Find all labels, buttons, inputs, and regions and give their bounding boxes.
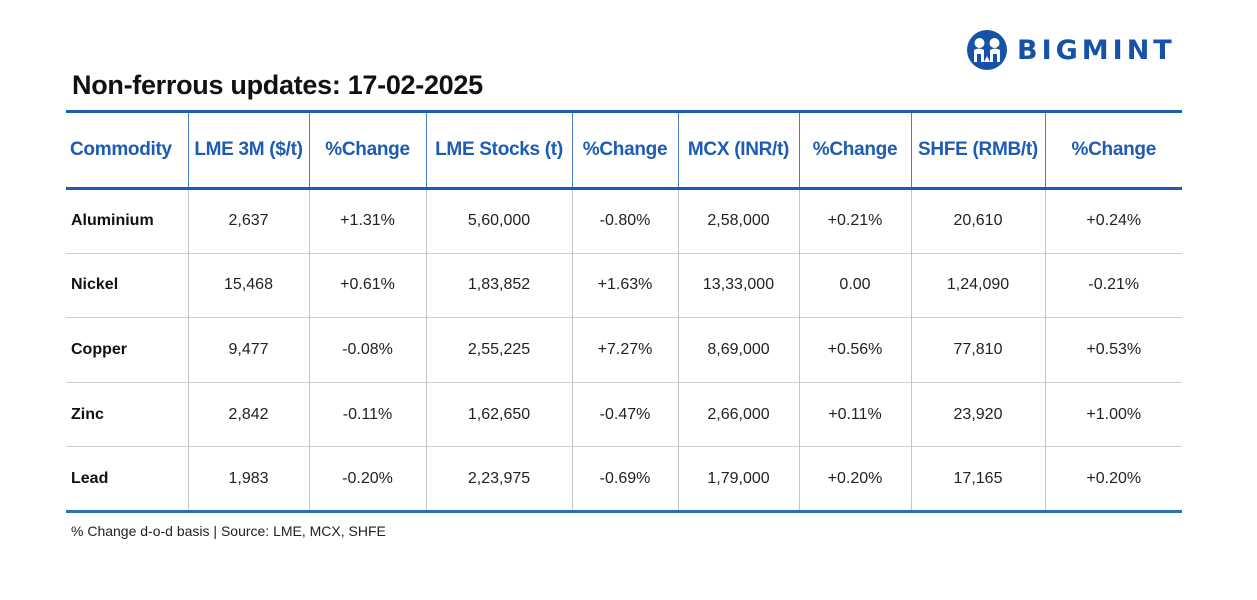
page-title: Non-ferrous updates: 17-02-2025 bbox=[72, 70, 483, 100]
cell-lme-stocks: 1,62,650 bbox=[425, 382, 572, 447]
cell-mcx: 8,69,000 bbox=[677, 317, 799, 383]
header-lme-3m-change: %Change bbox=[308, 111, 426, 189]
cell-shfe-change: +0.20% bbox=[1044, 446, 1182, 512]
cell-shfe-change: +0.53% bbox=[1044, 317, 1182, 383]
cell-commodity: Aluminium bbox=[71, 212, 154, 230]
cell-commodity: Nickel bbox=[71, 276, 119, 294]
cell-mcx: 1,79,000 bbox=[677, 446, 799, 512]
header-lme-stocks-change: %Change bbox=[571, 111, 678, 189]
cell-lme-3m-change: +1.31% bbox=[308, 188, 426, 254]
cell-lme-3m: 15,468 bbox=[187, 253, 309, 318]
table-header-row: Commodity LME 3M ($/t) %Change LME Stock… bbox=[66, 111, 1182, 189]
header-shfe-change: %Change bbox=[1044, 111, 1182, 189]
cell-lme-stocks-change: -0.47% bbox=[571, 382, 678, 447]
cell-lme-stocks-change: -0.80% bbox=[571, 188, 678, 254]
cell-shfe: 77,810 bbox=[910, 317, 1045, 383]
table-row: Zinc 2,842 -0.11% 1,62,650 -0.47% 2,66,000 +0.… bbox=[66, 382, 1182, 447]
cell-shfe: 1,24,090 bbox=[910, 253, 1045, 318]
cell-lme-stocks-change: +1.63% bbox=[571, 253, 678, 318]
table-row: Aluminium 2,637 +1.31% 5,60,000 -0.80% 2,58,0… bbox=[66, 188, 1182, 254]
cell-lme-stocks: 2,23,975 bbox=[425, 446, 572, 512]
header-mcx: MCX (INR/t) bbox=[677, 111, 799, 189]
cell-mcx-change: +0.56% bbox=[798, 317, 911, 383]
bigmint-logo-icon bbox=[967, 30, 1007, 70]
cell-lme-stocks: 5,60,000 bbox=[425, 188, 572, 254]
cell-commodity: Copper bbox=[71, 340, 127, 358]
cell-lme-3m-change: -0.08% bbox=[308, 317, 426, 383]
table-row: Lead 1,983 -0.20% 2,23,975 -0.69% 1,79,000 +0.… bbox=[66, 446, 1182, 512]
cell-shfe: 20,610 bbox=[910, 188, 1045, 254]
cell-shfe-change: +0.24% bbox=[1044, 188, 1182, 254]
cell-mcx: 13,33,000 bbox=[677, 253, 799, 318]
cell-shfe-change: -0.21% bbox=[1044, 253, 1182, 318]
cell-lme-3m: 2,637 bbox=[187, 188, 309, 254]
cell-lme-stocks-change: -0.69% bbox=[571, 446, 678, 512]
cell-mcx: 2,58,000 bbox=[677, 188, 799, 254]
cell-shfe: 23,920 bbox=[910, 382, 1045, 447]
cell-mcx-change: +0.20% bbox=[798, 446, 911, 512]
cell-mcx: 2,66,000 bbox=[677, 382, 799, 447]
cell-lme-stocks-change: +7.27% bbox=[571, 317, 678, 383]
cell-lme-stocks: 2,55,225 bbox=[425, 317, 572, 383]
table-row: Nickel 15,468 +0.61% 1,83,852 +1.63% 13,33,00… bbox=[66, 253, 1182, 318]
cell-mcx-change: +0.21% bbox=[798, 188, 911, 254]
nonferrous-prices-table: Commodity LME 3M ($/t) %Change LME Stock… bbox=[66, 110, 1182, 513]
header-lme-3m: LME 3M ($/t) bbox=[187, 111, 309, 189]
cell-lme-3m: 1,983 bbox=[187, 446, 309, 512]
cell-mcx-change: +0.11% bbox=[798, 382, 911, 447]
header-mcx-change: %Change bbox=[798, 111, 911, 189]
cell-lme-3m: 2,842 bbox=[187, 382, 309, 447]
header-commodity: Commodity bbox=[70, 139, 172, 160]
cell-lme-3m-change: -0.20% bbox=[308, 446, 426, 512]
cell-commodity: Zinc bbox=[71, 405, 104, 423]
cell-mcx-change: 0.00 bbox=[798, 253, 911, 318]
brand-logo: BIGMINT bbox=[966, 29, 1176, 71]
cell-shfe: 17,165 bbox=[910, 446, 1045, 512]
header-shfe: SHFE (RMB/t) bbox=[910, 111, 1045, 189]
cell-lme-3m-change: -0.11% bbox=[308, 382, 426, 447]
cell-lme-3m-change: +0.61% bbox=[308, 253, 426, 318]
cell-shfe-change: +1.00% bbox=[1044, 382, 1182, 447]
cell-commodity: Lead bbox=[71, 469, 109, 487]
cell-lme-stocks: 1,83,852 bbox=[425, 253, 572, 318]
header-lme-stocks: LME Stocks (t) bbox=[425, 111, 572, 189]
brand-name: BIGMINT bbox=[1017, 34, 1176, 66]
source-footnote: % Change d-o-d basis | Source: LME, MCX,… bbox=[71, 523, 386, 539]
table-row: Copper 9,477 -0.08% 2,55,225 +7.27% 8,69,000 +… bbox=[66, 317, 1182, 383]
cell-lme-3m: 9,477 bbox=[187, 317, 309, 383]
